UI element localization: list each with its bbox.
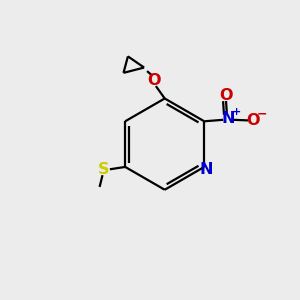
Text: +: + xyxy=(232,106,241,117)
Text: N: N xyxy=(222,111,235,126)
Text: O: O xyxy=(219,88,233,103)
Text: O: O xyxy=(148,73,161,88)
Text: N: N xyxy=(200,162,213,177)
Text: −: − xyxy=(256,107,267,120)
Text: O: O xyxy=(247,113,260,128)
Text: S: S xyxy=(98,162,110,177)
